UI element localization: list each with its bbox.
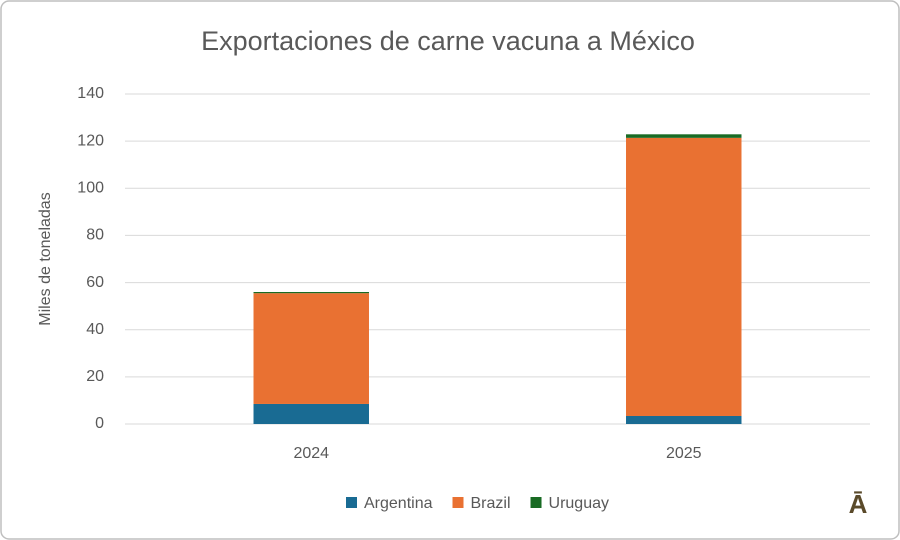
legend-label: Brazil	[471, 495, 511, 512]
y-tick-label: 40	[86, 321, 104, 338]
bar-segment	[626, 134, 742, 138]
legend-swatch	[530, 497, 542, 508]
x-tick-label: 2024	[293, 445, 329, 462]
y-tick-label: 100	[77, 180, 104, 197]
bar-segment	[253, 403, 369, 424]
chart-title: Exportaciones de carne vacuna a México	[201, 26, 695, 56]
watermark: Ā	[849, 489, 868, 519]
bar-segment	[253, 292, 369, 294]
y-tick-label: 20	[86, 368, 104, 385]
legend-swatch	[346, 497, 357, 508]
y-tick-label: 140	[77, 85, 104, 102]
y-tick-label: 80	[86, 227, 104, 244]
legend-swatch	[452, 497, 464, 508]
y-axis-label: Miles de toneladas	[37, 192, 54, 325]
bar-segment	[626, 137, 742, 416]
y-tick-label: 0	[95, 415, 104, 432]
x-tick-label: 2025	[666, 445, 702, 462]
y-tick-label: 60	[86, 274, 104, 291]
legend-label: Argentina	[364, 495, 433, 512]
bar-segment	[626, 415, 742, 424]
legend-label: Uruguay	[549, 495, 609, 512]
y-tick-label: 120	[77, 132, 104, 149]
bar-segment	[253, 293, 369, 404]
